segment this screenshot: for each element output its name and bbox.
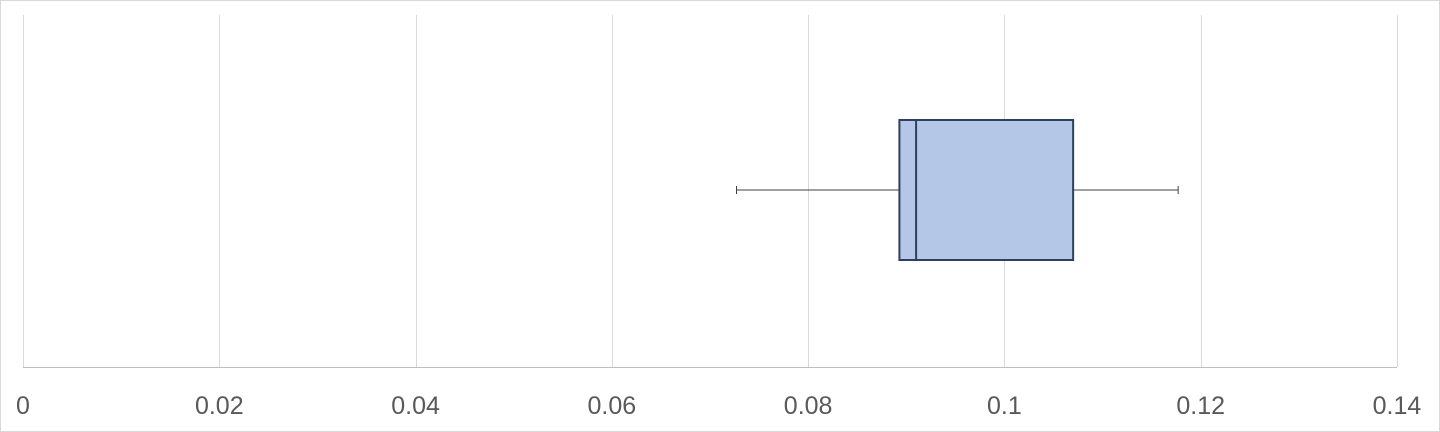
x-tick-label-7: 0.14 (1373, 392, 1422, 420)
interquartile-box-0 (898, 119, 1075, 261)
box-series (735, 119, 1179, 261)
x-tick-label-6: 0.12 (1176, 392, 1225, 420)
x-tick-label-3: 0.06 (588, 392, 637, 420)
x-tick-label-0: 0 (16, 392, 30, 420)
x-tick-labels: 0 0.02 0.04 0.06 0.08 0.1 0.12 0.14 (16, 392, 1421, 420)
x-tick-label-1: 0.02 (195, 392, 244, 420)
gridlines (23, 15, 1398, 367)
x-tick-label-5: 0.1 (987, 392, 1022, 420)
x-tick-label-2: 0.04 (391, 392, 440, 420)
x-tick-label-4: 0.08 (784, 392, 833, 420)
